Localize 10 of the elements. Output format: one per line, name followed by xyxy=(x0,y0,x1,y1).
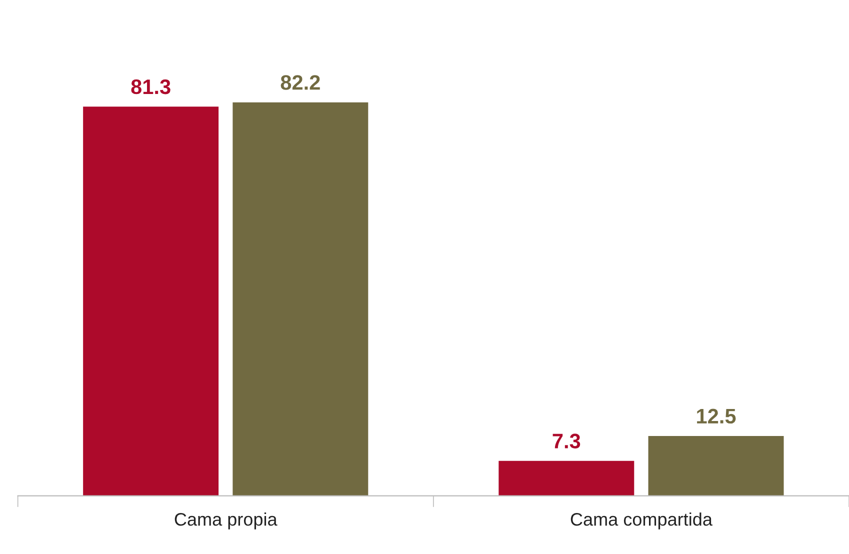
bar xyxy=(232,102,368,496)
data-label: 12.5 xyxy=(697,408,736,424)
bar xyxy=(83,106,219,496)
data-label: 81.3 xyxy=(131,79,170,94)
data-label: 82.2 xyxy=(280,75,320,90)
x-tick-label: Cama compartida xyxy=(570,512,712,530)
data-label: 7.3 xyxy=(552,434,580,448)
bar xyxy=(498,460,634,496)
x-tick-label: Cama propia xyxy=(174,512,278,530)
bar xyxy=(648,436,784,496)
